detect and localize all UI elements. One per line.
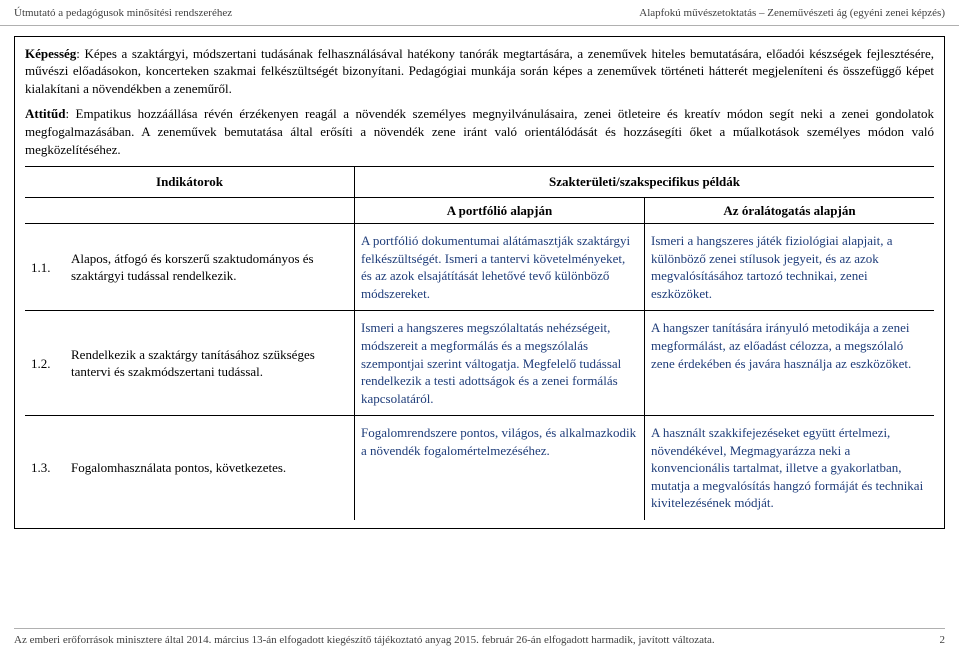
content-box: Képesség: Képes a szaktárgyi, módszertan… (14, 36, 945, 529)
footer-left: Az emberi erőforrások minisztere által 2… (14, 633, 715, 648)
kepesseg-paragraph: Képesség: Képes a szaktárgyi, módszertan… (25, 45, 934, 98)
indik-header: Indikátorok (25, 167, 355, 197)
table-header-row: Indikátorok Szakterületi/szakspecifikus … (25, 167, 934, 198)
indicator-table: Indikátorok Szakterületi/szakspecifikus … (25, 166, 934, 520)
row-oralat: A hangszer tanítására irányuló metodikáj… (645, 311, 934, 415)
subheader-oralat: Az óralátogatás alapján (645, 198, 934, 224)
subheader-portfolio: A portfólió alapján (355, 198, 645, 224)
page-header: Útmutató a pedagógusok minősítési rendsz… (0, 0, 959, 26)
attitud-paragraph: Attitűd: Empatikus hozzáállása révén érz… (25, 105, 934, 158)
row-number: 1.2. (25, 311, 65, 415)
row-indicator: Alapos, átfogó és korszerű szaktudományo… (65, 224, 355, 310)
row-portfolio: Fogalomrendszere pontos, világos, és alk… (355, 416, 645, 520)
table-row: 1.3. Fogalomhasználata pontos, következe… (25, 416, 934, 520)
kepesseg-label: Képesség (25, 46, 76, 61)
table-row: 1.2. Rendelkezik a szaktárgy tanításához… (25, 311, 934, 416)
footer-page-number: 2 (940, 633, 946, 648)
table-row: 1.1. Alapos, átfogó és korszerű szaktudo… (25, 224, 934, 311)
attitud-label: Attitűd (25, 106, 65, 121)
row-oralat: Ismeri a hangszeres játék fiziológiai al… (645, 224, 934, 310)
attitud-text: : Empatikus hozzáállása révén érzékenyen… (25, 106, 934, 156)
row-number: 1.3. (25, 416, 65, 520)
page-footer: Az emberi erőforrások minisztere által 2… (14, 628, 945, 648)
row-portfolio: Ismeri a hangszeres megszólaltatás nehéz… (355, 311, 645, 415)
table-subheader-row: A portfólió alapján Az óralátogatás alap… (25, 198, 934, 225)
row-number: 1.1. (25, 224, 65, 310)
header-left: Útmutató a pedagógusok minősítési rendsz… (14, 6, 232, 21)
row-indicator: Fogalomhasználata pontos, következetes. (65, 416, 355, 520)
row-oralat: A használt szakkifejezéseket együtt érte… (645, 416, 934, 520)
kepesseg-text: : Képes a szaktárgyi, módszertani tudásá… (25, 46, 934, 96)
spec-header: Szakterületi/szakspecifikus példák (355, 167, 934, 197)
header-right: Alapfokú művészetoktatás – Zeneművészeti… (639, 6, 945, 21)
subheader-blank (25, 198, 355, 224)
row-portfolio: A portfólió dokumentumai alátámasztják s… (355, 224, 645, 310)
row-indicator: Rendelkezik a szaktárgy tanításához szük… (65, 311, 355, 415)
